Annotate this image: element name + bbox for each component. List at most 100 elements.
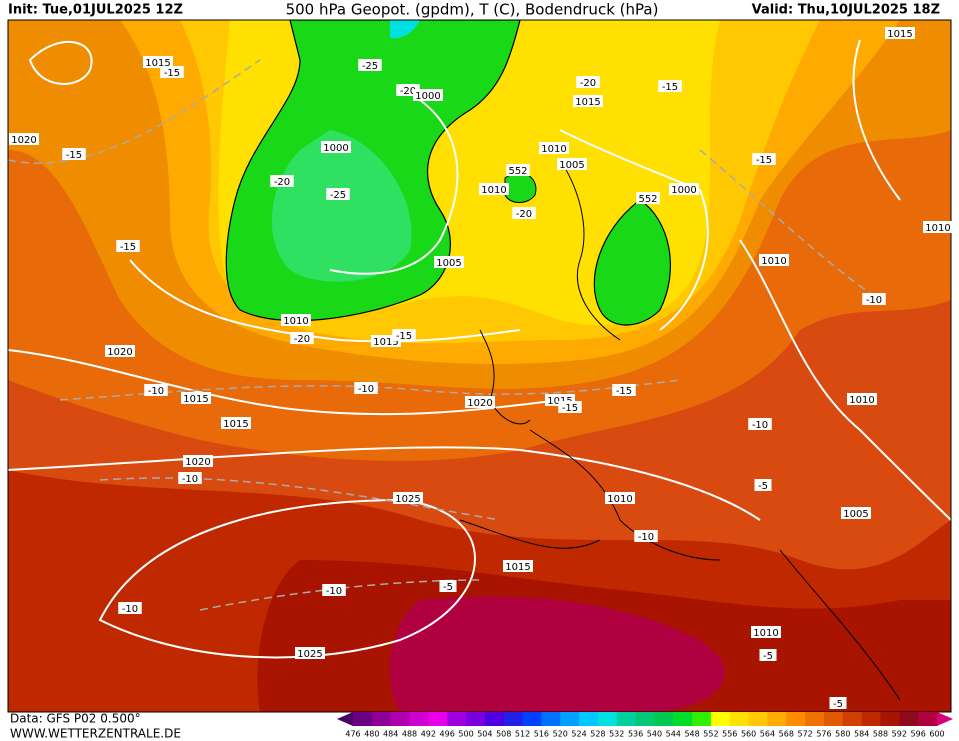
colorbar-cell <box>748 712 768 726</box>
colorbar-cell <box>541 712 561 726</box>
init-time: Init: Tue,01JUL2025 12Z <box>8 3 183 18</box>
colorbar-cell <box>823 712 844 726</box>
colorbar-cell <box>805 712 825 726</box>
map-field <box>8 20 951 712</box>
contour-label: -20 <box>274 177 290 188</box>
contour-label: 1020 <box>11 135 36 146</box>
contour-label-box <box>322 584 346 596</box>
contour-label-box <box>178 472 202 484</box>
contour-label: 1005 <box>436 258 461 269</box>
contour-label: -10 <box>358 384 374 395</box>
colorbar-cell <box>635 712 655 726</box>
contour-label-box <box>759 649 777 661</box>
colorbar-label: 556 <box>722 730 737 739</box>
contour-label: 1000 <box>671 185 696 196</box>
contour-label: -15 <box>562 403 578 414</box>
contour-label-box <box>636 192 660 204</box>
contour-label: -5 <box>758 481 768 492</box>
colorbar-cell <box>729 712 750 726</box>
colorbar-cell <box>371 712 392 726</box>
contour-label: -20 <box>400 86 416 97</box>
colorbar-label: 484 <box>383 730 398 739</box>
contour-label-box <box>392 329 416 341</box>
colorbar-cell <box>786 712 806 726</box>
contour-label-box <box>465 396 495 408</box>
colorbar-label: 492 <box>421 730 436 739</box>
contour-label-box <box>160 66 184 78</box>
contour-label-box <box>439 580 457 592</box>
colorbar-label: 508 <box>496 730 511 739</box>
colorbar-label: 552 <box>703 730 718 739</box>
contour-label-box <box>539 142 569 154</box>
contour-label: 1015 <box>183 394 208 405</box>
colorbar-label: 548 <box>684 730 699 739</box>
contour-label: -20 <box>580 78 596 89</box>
colorbar-label: 488 <box>402 730 417 739</box>
contour-label: 1010 <box>607 494 632 505</box>
contour-label: 1020 <box>185 457 210 468</box>
contour-label: -15 <box>120 242 136 253</box>
colorbar-cell <box>673 712 693 726</box>
contour-label-box <box>290 332 314 344</box>
contour-label-box <box>612 384 636 396</box>
colorbar-label: 516 <box>534 730 549 739</box>
colorbar-label: 524 <box>571 730 586 739</box>
colorbar-cell <box>880 712 900 726</box>
colorbar-label: 588 <box>873 730 888 739</box>
contour-label-box <box>862 293 886 305</box>
colorbar-label: 540 <box>647 730 662 739</box>
contour-label: 1020 <box>467 398 492 409</box>
colorbar-label: 544 <box>666 730 681 739</box>
contour-label: -10 <box>866 295 882 306</box>
contour-label-box <box>221 417 251 429</box>
contour-label-box <box>62 148 86 160</box>
website: WWW.WETTERZENTRALE.DE <box>10 727 181 741</box>
contour-label-box <box>9 133 39 145</box>
colorbar-cell <box>899 712 919 726</box>
contour-label-box <box>752 153 776 165</box>
contour-label-box <box>576 76 600 88</box>
contour-label-box <box>281 314 311 326</box>
colorbar-cell <box>447 712 467 726</box>
contour-label: 1010 <box>925 223 950 234</box>
contour-label: -20 <box>516 209 532 220</box>
colorbar-label: 560 <box>741 730 756 739</box>
colorbar-cell <box>466 712 486 726</box>
contour-label-box <box>669 183 699 195</box>
contour-label-box <box>558 401 582 413</box>
contour-label: 1015 <box>223 419 248 430</box>
contour-label-box <box>573 95 603 107</box>
colorbar-label: 580 <box>835 730 850 739</box>
contour-label-box <box>748 418 772 430</box>
contour-label-box <box>413 89 443 101</box>
contour-label: 1015 <box>887 29 912 40</box>
colorbar-label: 500 <box>458 730 473 739</box>
colorbar-label: 504 <box>477 730 492 739</box>
isobars <box>8 39 951 659</box>
contour-label: -5 <box>763 651 773 662</box>
contour-label: -10 <box>182 474 198 485</box>
map-title: 500 hPa Geopot. (gpdm), T (C), Bodendruc… <box>286 1 659 19</box>
contour-label: 1000 <box>415 91 440 102</box>
colorbar-label: 536 <box>628 730 643 739</box>
colorbar-cell <box>353 712 373 726</box>
contour-label: 552 <box>638 194 657 205</box>
contour-label: 1015 <box>575 97 600 108</box>
contour-label-box <box>759 254 789 266</box>
colorbar-label: 564 <box>760 730 775 739</box>
contour-label: -5 <box>833 699 843 710</box>
contour-label: 1010 <box>849 395 874 406</box>
contour-label-box <box>754 479 772 491</box>
contour-label-box <box>116 240 140 252</box>
contour-label-box <box>634 530 658 542</box>
contour-label: -25 <box>330 190 346 201</box>
colorbar-cell <box>861 712 881 726</box>
colorbar-cell <box>597 712 618 726</box>
contour-label: 1000 <box>323 143 348 154</box>
colorbar-cell <box>560 712 580 726</box>
contour-label: 1015 <box>505 562 530 573</box>
contour-label-box <box>503 560 533 572</box>
colorbar-cell <box>654 712 674 726</box>
colorbar-cell <box>409 712 429 726</box>
